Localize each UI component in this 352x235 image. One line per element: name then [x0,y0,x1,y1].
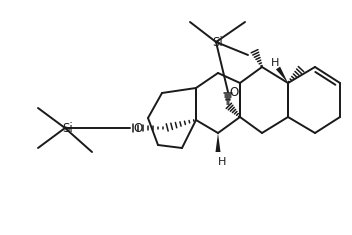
Text: Si: Si [213,35,224,48]
Text: O: O [230,86,239,98]
Polygon shape [215,133,220,152]
Text: H: H [218,157,226,167]
Text: Si: Si [63,121,73,134]
Polygon shape [276,67,288,83]
Text: O: O [133,121,143,134]
Text: H: H [271,58,279,68]
